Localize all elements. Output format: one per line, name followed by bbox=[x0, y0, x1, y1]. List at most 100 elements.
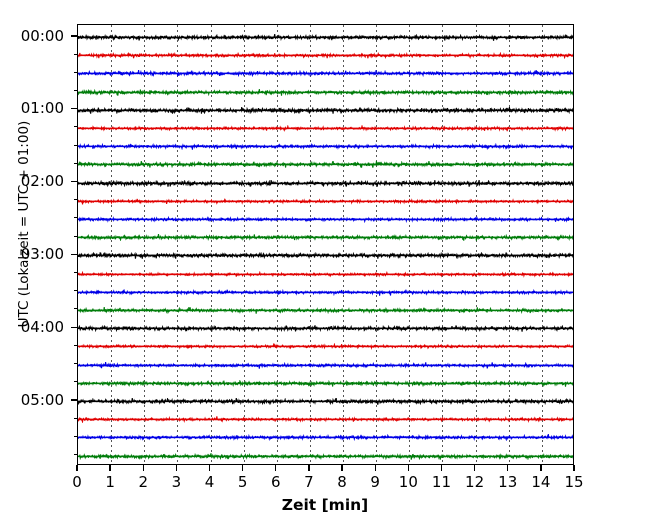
y-tick-minor bbox=[73, 362, 77, 365]
trace-0415 bbox=[78, 343, 573, 351]
x-tick bbox=[275, 465, 277, 471]
vertical-gridline bbox=[111, 25, 113, 464]
y-tick-major bbox=[71, 108, 77, 110]
vertical-gridline bbox=[508, 25, 510, 464]
vertical-gridline bbox=[475, 25, 477, 464]
trace-0500 bbox=[78, 398, 573, 405]
y-tick-major bbox=[71, 399, 77, 401]
y-tick-minor bbox=[73, 344, 77, 346]
x-axis-label: Zeit [min] bbox=[281, 496, 369, 514]
trace-0215 bbox=[78, 197, 573, 205]
x-tick bbox=[341, 465, 343, 471]
vertical-gridline bbox=[210, 25, 212, 464]
vertical-gridline bbox=[376, 25, 378, 464]
y-tick-major bbox=[71, 326, 77, 328]
x-tick-label: 10 bbox=[398, 473, 418, 491]
vertical-gridline bbox=[177, 25, 179, 464]
trace-0045 bbox=[78, 88, 573, 96]
vertical-gridline bbox=[343, 25, 345, 464]
vertical-gridline bbox=[309, 25, 311, 464]
x-tick bbox=[109, 465, 111, 471]
y-tick-minor bbox=[73, 417, 77, 419]
vertical-gridline bbox=[144, 25, 146, 464]
trace-0030 bbox=[78, 70, 573, 78]
x-tick-label: 1 bbox=[105, 473, 115, 491]
trace-0430 bbox=[78, 361, 573, 369]
x-tick-label: 7 bbox=[304, 473, 314, 491]
y-tick-label: 00:00 bbox=[20, 26, 64, 45]
x-tick bbox=[208, 465, 211, 471]
y-tick-minor bbox=[73, 199, 77, 201]
y-tick-minor bbox=[73, 271, 77, 274]
plot-area bbox=[77, 24, 574, 465]
trace-0145 bbox=[78, 161, 573, 169]
y-tick-label: 04:00 bbox=[20, 317, 64, 336]
y-tick-minor bbox=[73, 217, 77, 219]
y-tick-minor bbox=[73, 89, 77, 92]
x-tick bbox=[507, 465, 509, 471]
vertical-gridline bbox=[442, 25, 444, 464]
x-tick bbox=[374, 465, 376, 471]
x-tick-label: 2 bbox=[138, 473, 149, 491]
x-tick-label: 13 bbox=[498, 473, 518, 491]
y-tick-minor bbox=[73, 71, 77, 73]
x-tick-label: 12 bbox=[465, 473, 485, 491]
x-tick bbox=[308, 465, 310, 471]
vertical-gridline bbox=[243, 25, 245, 464]
trace-0330 bbox=[78, 288, 573, 296]
x-tick-label: 0 bbox=[72, 473, 82, 491]
trace-0100 bbox=[78, 106, 573, 114]
trace-0345 bbox=[78, 307, 573, 314]
trace-0445 bbox=[78, 379, 573, 387]
x-tick bbox=[573, 465, 575, 471]
y-tick-minor bbox=[73, 453, 77, 456]
vertical-gridline bbox=[409, 25, 411, 464]
trace-0545 bbox=[78, 452, 573, 460]
y-tick-minor bbox=[73, 435, 77, 437]
trace-0530 bbox=[78, 434, 573, 442]
x-tick-label: 8 bbox=[337, 473, 347, 491]
trace-0115 bbox=[78, 125, 573, 132]
x-tick-label: 6 bbox=[271, 473, 281, 491]
trace-0315 bbox=[78, 270, 573, 278]
trace-0245 bbox=[78, 234, 573, 242]
x-tick bbox=[175, 465, 178, 471]
trace-0015 bbox=[78, 52, 573, 60]
y-tick-major bbox=[71, 253, 77, 256]
x-tick-label: 15 bbox=[564, 473, 584, 491]
trace-0200 bbox=[78, 179, 573, 187]
x-tick bbox=[241, 465, 244, 471]
y-tick-minor bbox=[73, 235, 77, 237]
trace-0000 bbox=[78, 34, 573, 41]
y-tick-minor bbox=[73, 144, 77, 146]
x-tick-label: 14 bbox=[531, 473, 551, 491]
x-tick-label: 4 bbox=[204, 473, 215, 491]
x-tick-label: 9 bbox=[370, 473, 380, 491]
x-tick bbox=[473, 465, 476, 471]
y-tick-minor bbox=[73, 381, 77, 383]
y-tick-label: 05:00 bbox=[20, 390, 64, 409]
x-tick-label: 11 bbox=[431, 473, 452, 491]
y-tick-major bbox=[71, 35, 77, 37]
x-tick-label: 3 bbox=[171, 473, 182, 491]
trace-0230 bbox=[78, 216, 573, 223]
y-tick-label: 01:00 bbox=[20, 99, 64, 118]
y-tick-minor bbox=[73, 126, 77, 128]
y-axis-label: UTC (Lokalzeit = UTC + 01:00) bbox=[16, 120, 32, 328]
y-tick-label: 02:00 bbox=[20, 172, 64, 191]
trace-0300 bbox=[78, 252, 573, 260]
y-tick-minor bbox=[73, 53, 77, 55]
x-tick bbox=[440, 465, 443, 471]
y-tick-label: 03:00 bbox=[20, 244, 64, 263]
trace-0400 bbox=[78, 325, 573, 333]
y-tick-minor bbox=[73, 162, 77, 164]
x-tick bbox=[407, 465, 410, 471]
vertical-gridline bbox=[276, 25, 278, 464]
x-tick bbox=[540, 465, 542, 471]
x-tick bbox=[142, 465, 144, 471]
vertical-gridline bbox=[541, 25, 543, 464]
trace-0515 bbox=[78, 416, 573, 424]
y-tick-minor bbox=[73, 308, 77, 310]
x-tick bbox=[76, 465, 78, 471]
